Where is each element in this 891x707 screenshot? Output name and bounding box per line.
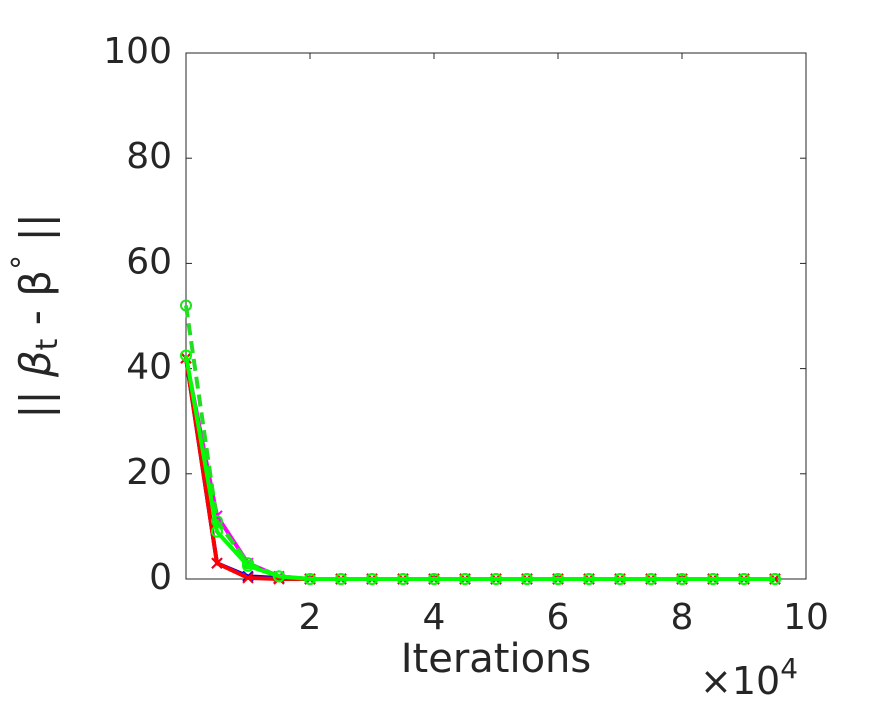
marker xyxy=(242,559,254,572)
marker xyxy=(645,573,657,585)
y-tick-label: 80 xyxy=(126,136,172,177)
x-tick-label: 6 xyxy=(547,597,570,638)
marker xyxy=(242,572,254,584)
y-tick-label: 0 xyxy=(149,557,172,598)
marker xyxy=(583,573,595,585)
x-tick-label: 10 xyxy=(783,597,829,638)
y-tick-label: 100 xyxy=(103,31,172,72)
x-tick-label: 4 xyxy=(423,597,446,638)
y-tick-label: 60 xyxy=(126,241,172,282)
marker xyxy=(366,573,378,585)
x-scale-exponent: 4 xyxy=(780,652,798,685)
x-tick-label: 8 xyxy=(671,597,694,638)
x-tick-label: 2 xyxy=(299,597,322,638)
y-label-part: || xyxy=(11,213,60,255)
x-scale-label: ×104 xyxy=(700,652,798,703)
plot-area xyxy=(185,52,807,580)
y-tick-label: 20 xyxy=(126,452,172,493)
y-axis-label: || βt - β° || xyxy=(6,213,65,419)
x-scale-base: ×10 xyxy=(700,659,780,703)
marker xyxy=(180,299,192,312)
y-label-subscript: t xyxy=(30,338,65,350)
marker xyxy=(397,573,409,585)
marker xyxy=(180,349,192,362)
marker xyxy=(459,573,471,585)
marker xyxy=(676,573,688,585)
marker xyxy=(769,573,781,585)
marker xyxy=(428,573,440,585)
marker xyxy=(304,573,316,585)
marker xyxy=(614,573,626,585)
marker xyxy=(490,573,502,585)
marker xyxy=(211,557,223,569)
marker xyxy=(552,573,564,585)
y-label-superscript: ° xyxy=(6,255,41,270)
y-label-part: - β xyxy=(11,270,60,339)
marker xyxy=(738,573,750,585)
x-axis-label: Iterations xyxy=(401,636,592,682)
marker xyxy=(211,525,223,538)
marker xyxy=(335,573,347,585)
marker xyxy=(521,573,533,585)
y-label-part: || β xyxy=(11,350,60,418)
marker xyxy=(707,573,719,585)
marker xyxy=(273,570,285,583)
y-tick-label: 40 xyxy=(126,347,172,388)
